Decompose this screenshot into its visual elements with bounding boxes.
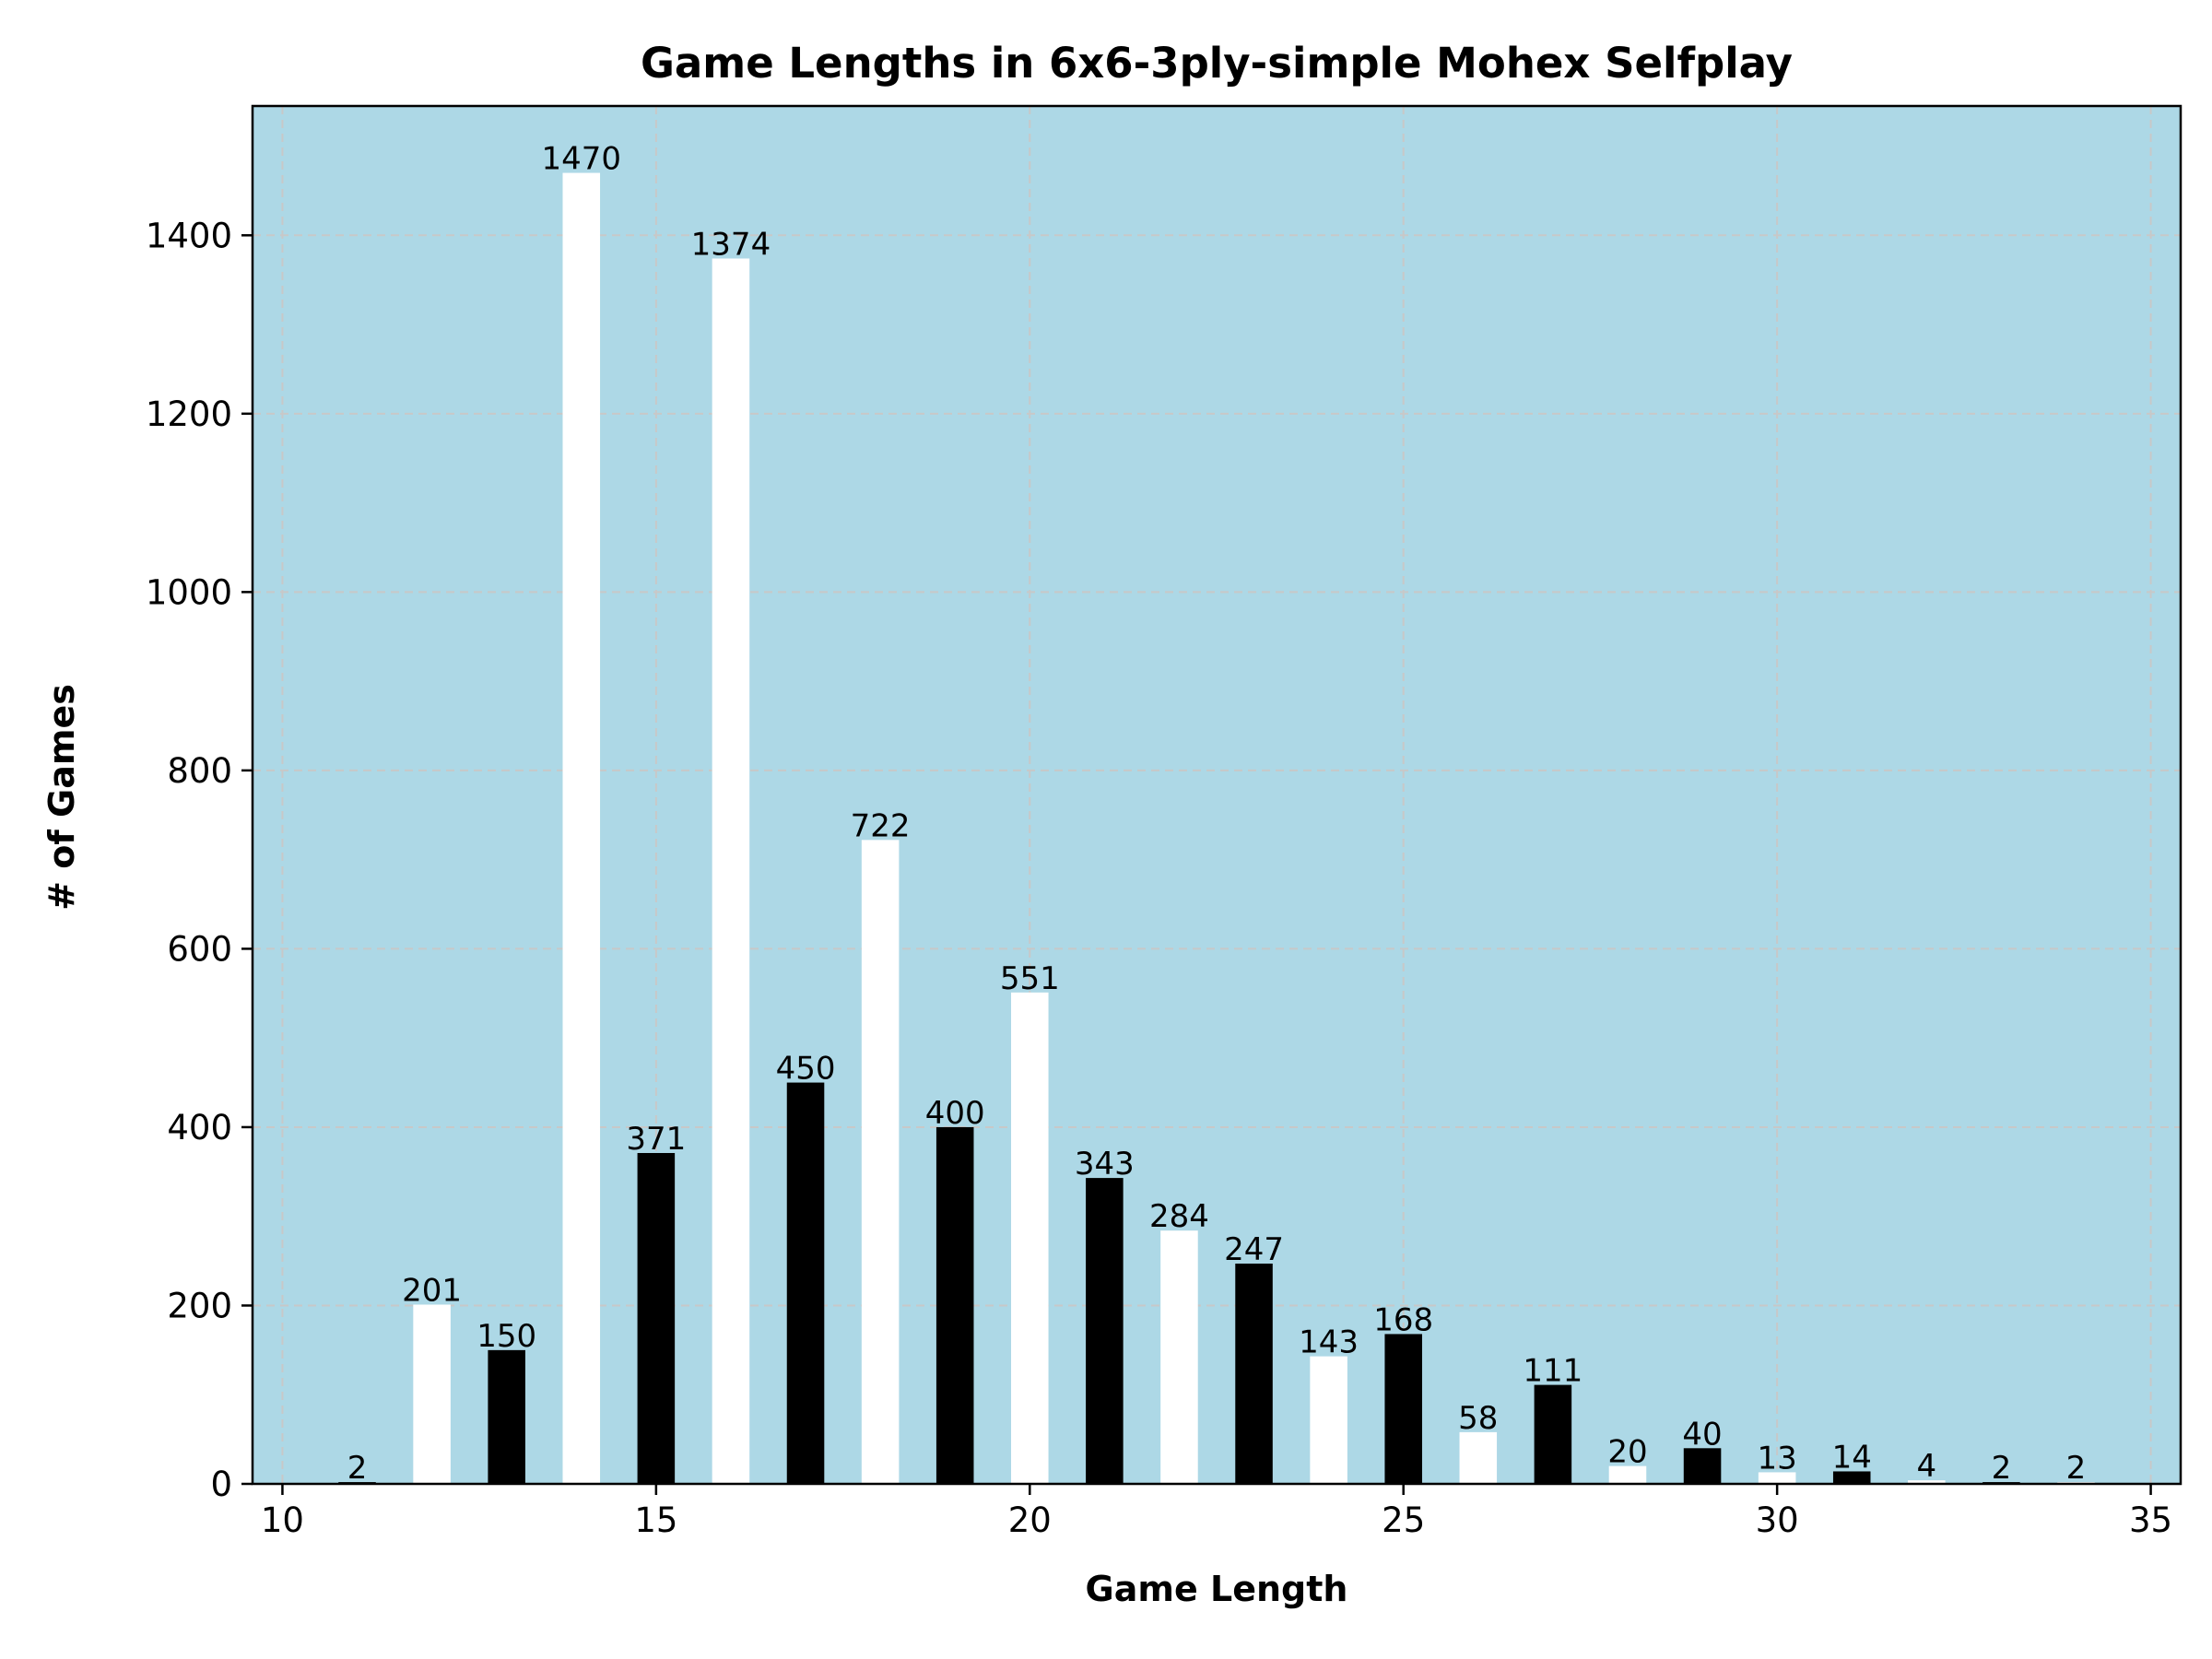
bar-value-label: 343: [1075, 1146, 1135, 1182]
bar-value-label: 551: [1000, 960, 1060, 997]
x-axis-label: Game Length: [1086, 1569, 1348, 1609]
bar-value-label: 1470: [542, 141, 622, 178]
bar: [1608, 1465, 1647, 1484]
bar: [1086, 1178, 1124, 1484]
bar-value-label: 143: [1299, 1324, 1359, 1361]
bar-value-label: 1374: [691, 226, 771, 263]
bar-value-label: 13: [1758, 1440, 1797, 1477]
y-tick-label: 600: [167, 929, 232, 969]
plot-background: [253, 106, 2181, 1484]
bar: [488, 1349, 525, 1484]
bar: [562, 172, 601, 1485]
bar: [1384, 1334, 1422, 1484]
bar: [637, 1153, 676, 1484]
data-labels: 2 201 150 1470 371 1374 450 722 400 551 343 284 247 1…: [347, 141, 2087, 1487]
bar-value-label: 20: [1607, 1434, 1647, 1471]
y-tick-label: 0: [210, 1465, 232, 1504]
bar-value-label: 201: [402, 1273, 462, 1310]
bar: [1310, 1356, 1347, 1484]
x-tick-label: 30: [1756, 1500, 1799, 1540]
bar-value-label: 2: [347, 1450, 368, 1487]
bar-value-label: 400: [925, 1095, 985, 1132]
y-tick-label: 1400: [146, 216, 232, 255]
x-tick-label: 35: [2129, 1500, 2172, 1540]
bar: [712, 258, 750, 1484]
x-tick-label: 20: [1008, 1500, 1052, 1540]
bar-value-label: 2: [2066, 1450, 2087, 1487]
bar: [1011, 992, 1049, 1484]
y-tick-label: 1000: [146, 572, 232, 612]
bar-value-label: 450: [776, 1051, 836, 1088]
bar-value-label: 150: [477, 1318, 536, 1355]
chart-title: Game Lengths in 6x6-3ply-simple Mohex Se…: [641, 39, 1793, 88]
bar-value-label: 722: [851, 807, 911, 844]
bar: [1534, 1384, 1572, 1484]
bar: [1758, 1472, 1796, 1484]
y-tick-label: 200: [167, 1286, 232, 1325]
y-tick-label: 1200: [146, 394, 232, 434]
x-tick-label: 15: [634, 1500, 677, 1540]
bar-value-label: 168: [1373, 1301, 1433, 1338]
axis-ticks: 10 15 20 25 30 35 0 200 400 600 800 1000 1200 1400: [146, 216, 2172, 1540]
bar-value-label: 2: [1992, 1450, 2012, 1487]
bar: [1908, 1480, 1946, 1484]
bar: [1235, 1263, 1273, 1484]
bar: [935, 1126, 974, 1484]
bar-value-label: 4: [1916, 1448, 1936, 1485]
bar: [1160, 1230, 1198, 1484]
x-tick-label: 25: [1382, 1500, 1425, 1540]
bar-value-label: 58: [1458, 1400, 1498, 1437]
bar-value-label: 40: [1682, 1416, 1722, 1453]
y-axis-label: # of Games: [41, 684, 82, 911]
bar-value-label: 14: [1832, 1439, 1872, 1476]
x-tick-label: 10: [261, 1500, 304, 1540]
bar-value-label: 371: [626, 1121, 686, 1158]
bar: [413, 1304, 451, 1484]
bar: [1683, 1448, 1722, 1484]
bar: [786, 1082, 825, 1484]
y-tick-label: 400: [167, 1108, 232, 1147]
bars: [338, 172, 2095, 1485]
bar: [1459, 1431, 1498, 1484]
plot-frame: [251, 104, 2183, 1486]
bar: [861, 840, 900, 1484]
bar-value-label: 247: [1224, 1231, 1284, 1268]
bar: [1832, 1471, 1871, 1484]
bar-value-label: 284: [1149, 1198, 1209, 1235]
bar-value-label: 111: [1523, 1353, 1583, 1390]
y-tick-label: 800: [167, 751, 232, 791]
